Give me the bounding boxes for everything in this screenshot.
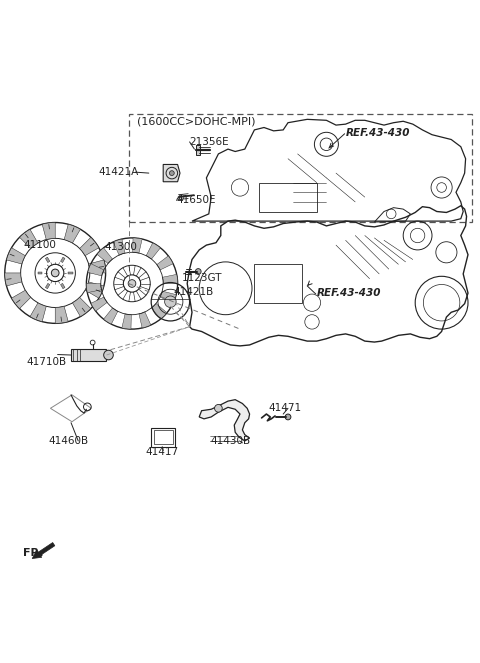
Text: 41421B: 41421B [174, 286, 214, 296]
Text: REF.43-430: REF.43-430 [317, 288, 381, 298]
Text: (1600CC>DOHC-MPI): (1600CC>DOHC-MPI) [137, 116, 255, 126]
Polygon shape [86, 284, 101, 292]
Polygon shape [91, 297, 107, 311]
Polygon shape [152, 304, 167, 319]
Circle shape [215, 404, 222, 412]
Text: 41100: 41100 [23, 240, 56, 250]
Polygon shape [104, 308, 118, 324]
Polygon shape [12, 290, 31, 308]
Polygon shape [72, 298, 91, 317]
Text: FR.: FR. [23, 548, 44, 558]
Text: 41710B: 41710B [26, 357, 67, 367]
Text: 41421A: 41421A [98, 167, 139, 177]
Polygon shape [97, 248, 112, 263]
Bar [37, 272, 42, 274]
Circle shape [169, 170, 174, 176]
Polygon shape [5, 273, 22, 286]
Polygon shape [146, 243, 160, 259]
Polygon shape [30, 303, 46, 322]
Circle shape [195, 269, 201, 274]
Polygon shape [89, 260, 106, 273]
Bar [46, 283, 50, 288]
Polygon shape [85, 282, 104, 298]
Text: 41300: 41300 [105, 243, 137, 253]
FancyArrow shape [32, 542, 55, 558]
Polygon shape [139, 312, 151, 328]
Text: 41471: 41471 [269, 403, 302, 413]
Circle shape [285, 414, 291, 420]
Polygon shape [55, 306, 68, 324]
Text: 41650E: 41650E [177, 196, 216, 206]
Circle shape [104, 350, 113, 360]
Polygon shape [20, 229, 38, 249]
Text: 41460B: 41460B [48, 436, 88, 446]
Polygon shape [88, 264, 104, 276]
Text: 21356E: 21356E [190, 137, 229, 147]
Bar [60, 283, 65, 288]
Polygon shape [163, 274, 178, 284]
Circle shape [165, 296, 176, 308]
Polygon shape [199, 400, 250, 441]
Bar [259, 183, 317, 211]
Polygon shape [7, 248, 25, 264]
Bar [254, 265, 302, 303]
Text: 41430B: 41430B [210, 436, 251, 446]
Bar [151, 428, 175, 447]
Text: 1123GT: 1123GT [181, 272, 222, 282]
Text: 41417: 41417 [145, 448, 179, 457]
Polygon shape [160, 291, 176, 303]
Polygon shape [64, 224, 81, 243]
Bar [154, 430, 173, 444]
Bar [71, 349, 106, 361]
Text: REF.43-430: REF.43-430 [346, 128, 410, 139]
Circle shape [128, 280, 136, 287]
Polygon shape [196, 145, 200, 155]
Polygon shape [132, 238, 142, 253]
Polygon shape [163, 164, 180, 182]
Polygon shape [113, 239, 125, 255]
Bar [68, 272, 73, 274]
Bar [60, 257, 65, 263]
Bar [129, 114, 472, 222]
Polygon shape [122, 314, 132, 329]
Polygon shape [157, 256, 173, 270]
Polygon shape [42, 223, 55, 239]
Polygon shape [80, 237, 99, 256]
Circle shape [51, 269, 59, 276]
Bar [46, 257, 50, 263]
